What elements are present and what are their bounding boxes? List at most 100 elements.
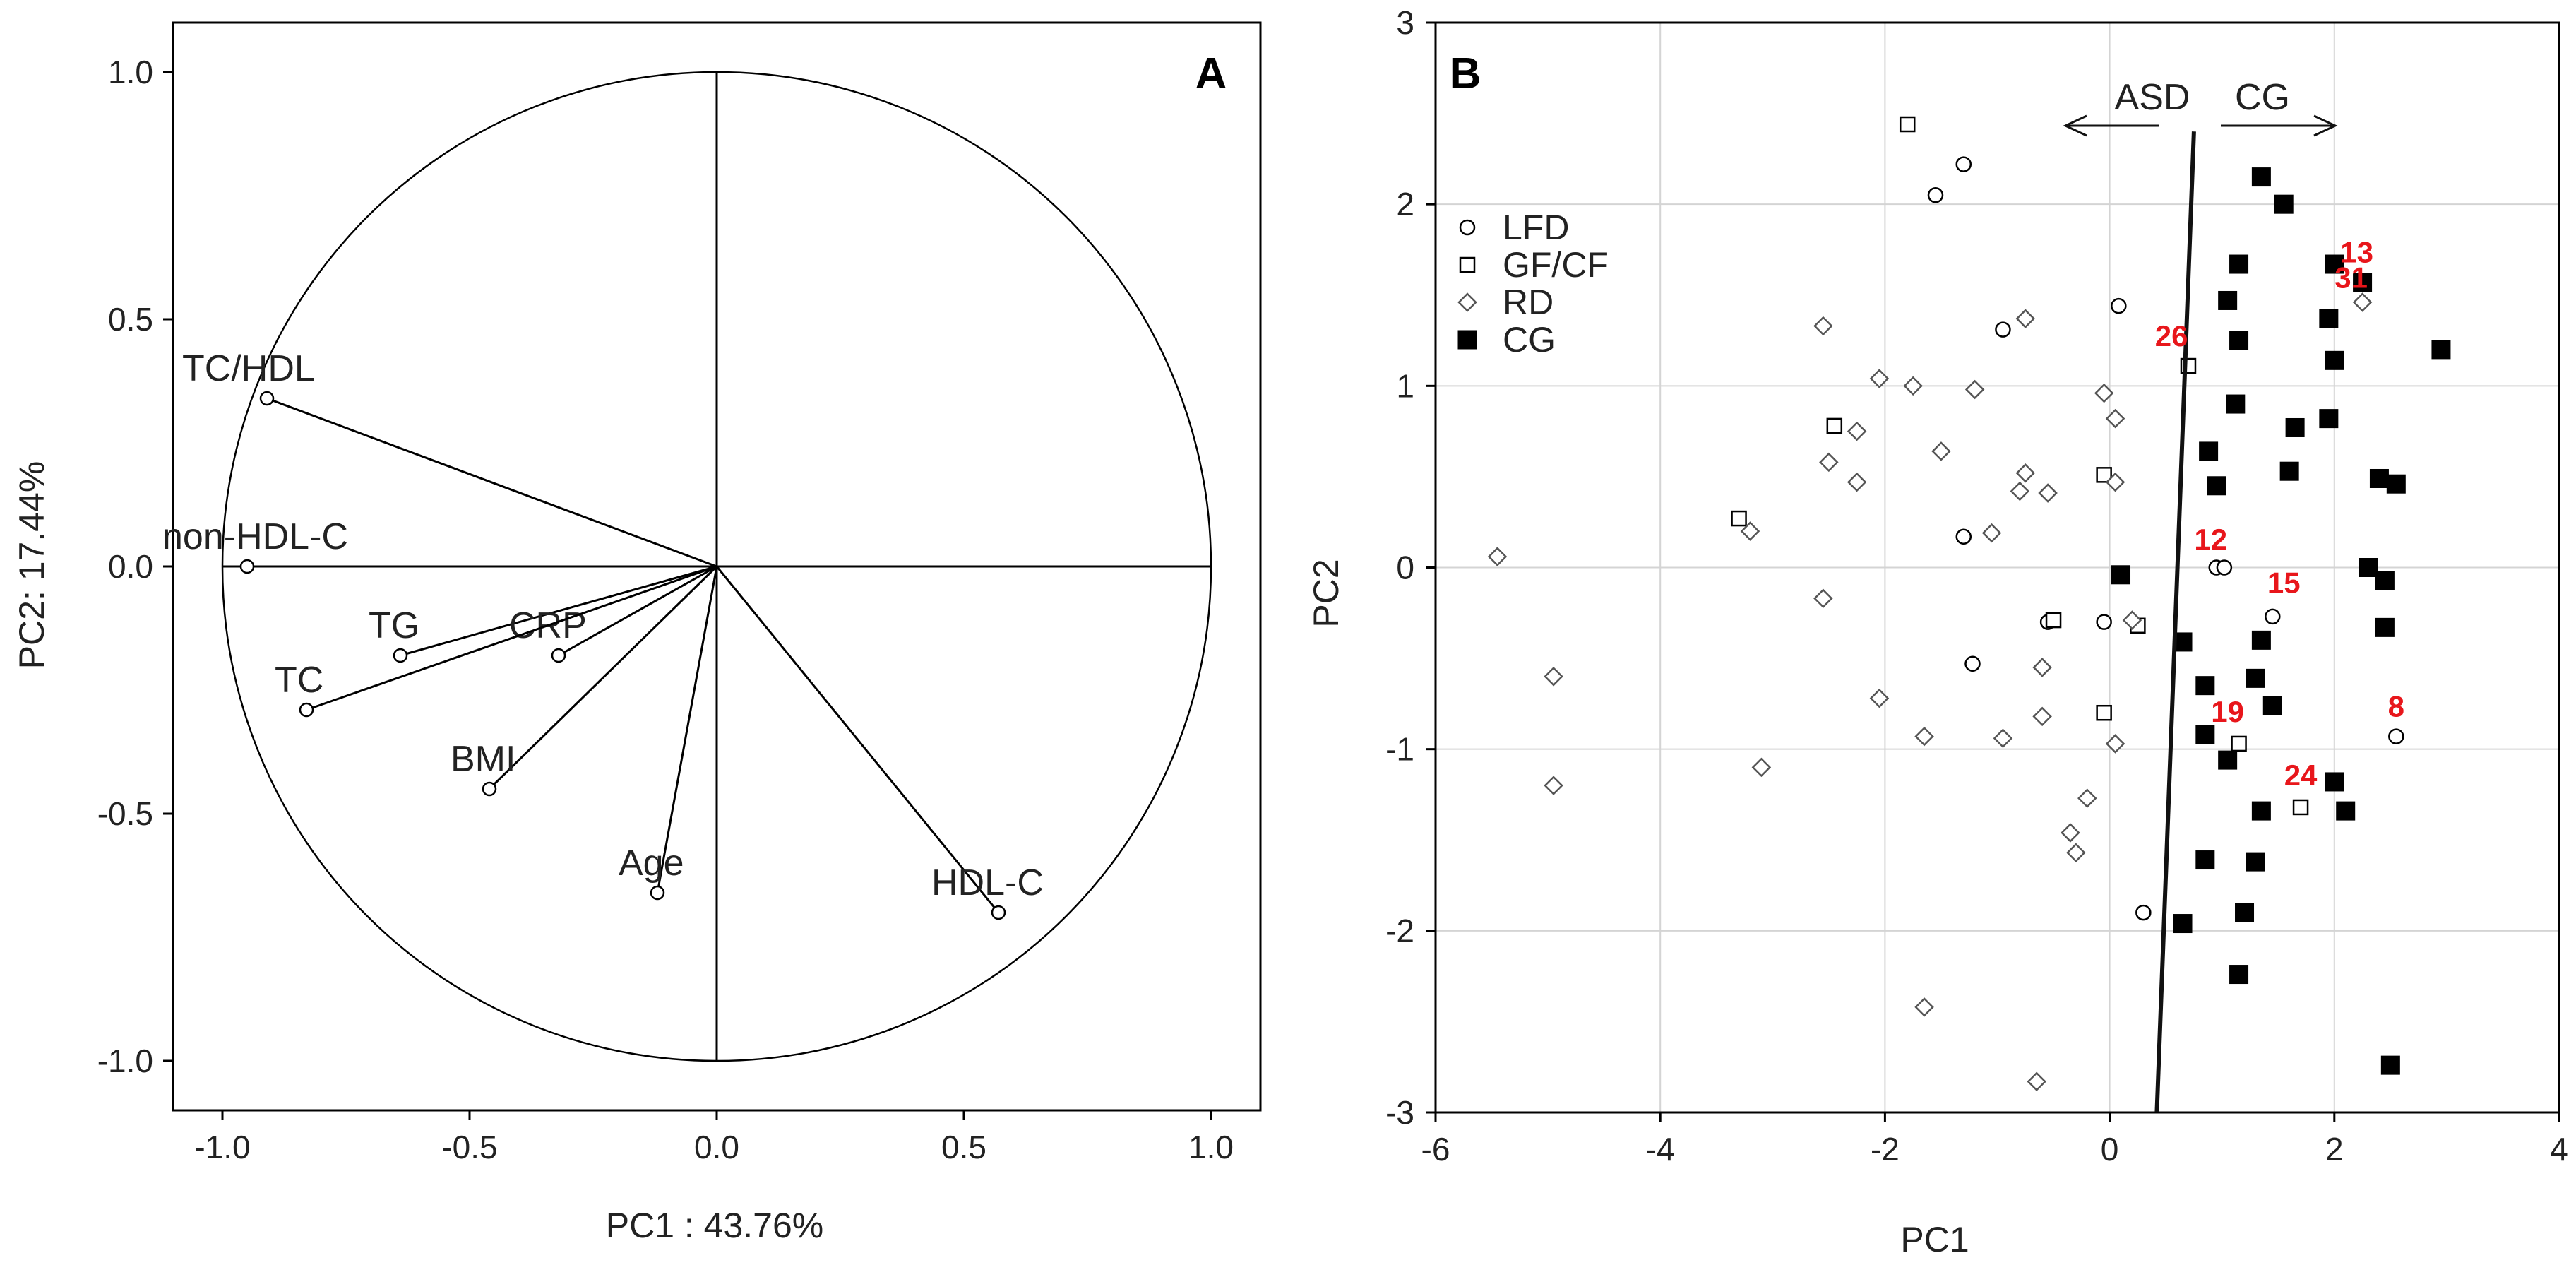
- panel-b-y-tick-label: 2: [1396, 186, 1414, 222]
- panel-b-y-tick-label: -3: [1385, 1094, 1414, 1131]
- point-rd: [2061, 823, 2080, 843]
- point-cg: [2325, 350, 2344, 370]
- point-lfd: [1955, 156, 1972, 172]
- panel-a-y-tick-label: 0.0: [108, 548, 153, 585]
- point-rd: [1964, 379, 1985, 400]
- point-rd: [2105, 408, 2125, 429]
- vector-point-hdl-c: [991, 905, 1006, 920]
- point-cg: [2199, 441, 2219, 461]
- panel-b-x-tick-label: -6: [1421, 1131, 1450, 1168]
- point-cg: [2246, 668, 2265, 688]
- panel-b-x-tick-label: 4: [2550, 1131, 2568, 1168]
- vector-age: [656, 566, 718, 893]
- vector-point-tc-hdl: [259, 391, 275, 406]
- point-cg: [2218, 290, 2238, 310]
- vector-label-tc-hdl: TC/HDL: [182, 348, 315, 389]
- panel-a-y-axis-label: PC2: 17.44%: [12, 461, 52, 670]
- point-cg: [2319, 309, 2339, 328]
- cg-arrow-head: [2313, 114, 2338, 137]
- point-cg: [2246, 852, 2265, 872]
- point-rd: [1740, 521, 1760, 541]
- panel-b-x-tick-label: 0: [2101, 1131, 2119, 1168]
- vector-point-tg: [393, 648, 408, 663]
- annotation-label: 12: [2194, 523, 2227, 556]
- vector-label-bmi: BMI: [451, 739, 515, 780]
- point-cg: [2262, 696, 2282, 715]
- vector-point-non-hdl-c: [239, 559, 255, 574]
- point-cg: [2251, 167, 2271, 187]
- annotation-label: 19: [2211, 695, 2244, 728]
- cg-arrow-label: CG: [2235, 77, 2290, 118]
- legend-label-lfd: LFD: [1503, 208, 1569, 247]
- point-cg: [2359, 558, 2378, 577]
- legend-swatch-cg: [1457, 330, 1477, 350]
- panel-a-label: A: [1195, 49, 1227, 98]
- direction-arrows: ASD CG: [2063, 77, 2338, 137]
- vector-hdl-c: [715, 566, 1000, 913]
- point-cg: [2380, 1055, 2400, 1075]
- point-gf-cf: [2045, 612, 2062, 629]
- panel-a-x-tick-label: 0.0: [694, 1129, 739, 1165]
- annotation-label: 26: [2155, 319, 2188, 352]
- panel-b-y-tick-label: 1: [1396, 367, 1414, 404]
- vector-label-non-hdl-c: non-HDL-C: [162, 516, 348, 557]
- point-lfd: [1995, 321, 2011, 338]
- point-cg: [2207, 476, 2226, 496]
- legend-marker-cg: [1457, 330, 1477, 350]
- panel-a-x-tick-label: -1.0: [194, 1129, 250, 1165]
- point-cg: [2325, 772, 2344, 792]
- point-rd: [1903, 376, 1923, 396]
- panel-b-label: B: [1450, 49, 1481, 98]
- asd-arrow-label: ASD: [2115, 77, 2190, 118]
- point-rd: [2015, 463, 2036, 483]
- point-rd: [1981, 523, 2002, 543]
- point-rd: [2122, 610, 2142, 630]
- annotation-label: 8: [2388, 689, 2404, 723]
- group-divider-line: [2154, 131, 2196, 1113]
- legend-marker-rd: [1457, 292, 1477, 312]
- point-cg: [2375, 617, 2395, 637]
- vector-label-tc: TC: [275, 660, 323, 701]
- point-cg: [2369, 468, 2389, 488]
- point-lfd: [1927, 187, 1944, 203]
- point-lfd: [2388, 728, 2404, 744]
- point-lfd: [1955, 528, 1972, 545]
- legend-label-cg: CG: [1503, 320, 1556, 360]
- vector-crp: [558, 565, 717, 657]
- point-cg: [2251, 801, 2271, 821]
- annotation-label: 31: [2334, 261, 2368, 294]
- legend-label-rd: RD: [1503, 283, 1554, 322]
- legend-swatch-gf-cf: [1459, 256, 1476, 273]
- point-cg: [2325, 254, 2344, 274]
- point-cg: [2229, 965, 2249, 985]
- point-cg: [2251, 630, 2271, 650]
- point-gf-cf: [1899, 116, 1916, 133]
- point-lfd: [2135, 904, 2152, 921]
- point-rd: [1751, 757, 1772, 778]
- panel-b-y-tick-label: 0: [1396, 550, 1414, 586]
- point-rd: [2094, 383, 2114, 403]
- point-rd: [1544, 776, 1563, 795]
- panel-b-y-tick-labels: 3 2 1 0 -1 -2 -3: [1385, 4, 1436, 1131]
- point-rd: [2038, 483, 2058, 503]
- legend-item-gfcf: GF/CF: [1459, 245, 1609, 285]
- legend-item-rd: RD: [1457, 283, 1554, 322]
- point-rd: [2027, 1071, 2046, 1092]
- point-rd: [2105, 472, 2125, 492]
- point-rd: [1869, 688, 1890, 708]
- panel-a-y-tick-label: 1.0: [108, 54, 153, 90]
- point-cg: [2386, 474, 2406, 494]
- point-rd: [1819, 452, 1839, 473]
- panel-b-x-tick-label: -2: [1871, 1131, 1900, 1168]
- panel-b-x-tick-labels: -6 -4 -2 0 2 4: [1421, 1112, 2568, 1168]
- panel-b-y-axis-label: PC2: [1306, 559, 1346, 627]
- annotation-label: 24: [2284, 759, 2318, 792]
- point-gf-cf: [2096, 467, 2112, 483]
- vector-point-tc: [299, 702, 314, 718]
- point-cg: [2319, 409, 2339, 429]
- legend-label-gfcf: GF/CF: [1503, 245, 1609, 285]
